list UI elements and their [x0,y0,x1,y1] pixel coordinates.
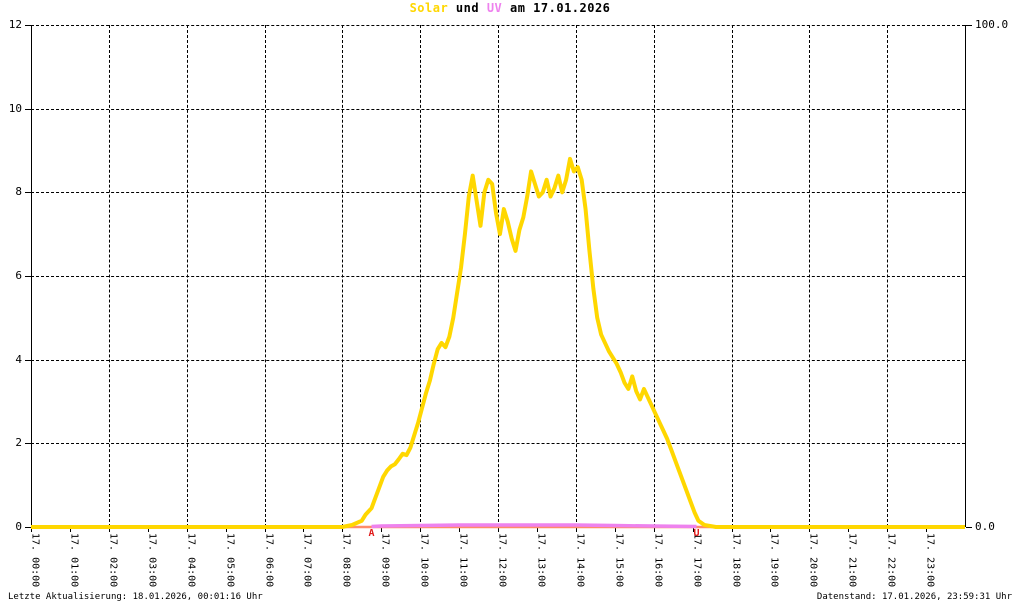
title-date-label: am 17.01.2026 [502,1,611,15]
gridline-horizontal [31,276,965,277]
right-axis-line [965,25,966,527]
x-axis-tick [536,527,538,532]
sunrise-marker: A [368,528,375,539]
x-axis-tick [848,527,850,532]
y-axis-tick [25,443,31,445]
y-axis-tick [25,276,31,277]
gridline-horizontal [31,108,965,110]
y2-axis-tick [966,527,972,528]
x-axis-tick [459,527,461,532]
x-axis-tick [926,527,928,532]
chart-title: Solar und UV am 17.01.2026 [0,1,1020,15]
x-axis-tick [770,527,772,532]
data-timestamp-text: Datenstand: 17.01.2026, 23:59:31 Uhr [816,592,1012,602]
title-uv-label: UV [486,1,503,15]
y-axis-label-left: 0 [15,520,22,533]
x-axis-tick [31,527,32,532]
gridline-horizontal [31,25,965,26]
x-axis-tick [342,527,344,532]
y-axis-label-left: 8 [15,185,22,199]
gridline-horizontal [31,359,965,361]
y-axis-label-left: 4 [15,352,22,366]
x-axis-tick [614,527,616,532]
x-axis-tick [731,527,733,532]
last-update-text: Letzte Aktualisierung: 18.01.2026, 00:01… [8,592,263,602]
x-axis-tick [108,527,110,532]
x-axis-tick [303,527,305,532]
y2-axis-label-right: 100.0 [975,18,1009,31]
x-axis-tick [809,527,811,532]
x-axis-tick [147,527,149,532]
solar-series [31,156,965,529]
title-solar-label: Solar [409,1,449,15]
x-axis-tick [381,527,383,532]
gridline-horizontal [31,192,965,194]
y-axis-label-left: 6 [15,269,22,282]
x-axis-tick [692,527,694,532]
y-axis-tick [25,192,31,194]
y-axis-tick [25,108,31,110]
y2-axis-tick [966,25,972,26]
x-axis-tick [653,527,655,532]
y-axis-tick [25,25,31,26]
x-axis-tick [225,527,227,532]
x-axis-tick [498,527,499,532]
uv-series [371,523,697,529]
gridline-horizontal [31,443,965,445]
y-axis-label-left: 10 [8,101,22,115]
x-axis-tick [69,527,71,532]
x-axis-tick [420,527,422,532]
y-axis-tick [25,527,31,528]
x-axis-tick [186,527,188,532]
x-axis-tick [887,527,889,532]
title-mid-label: und [448,1,487,15]
y2-axis-label-right: 0.0 [975,520,995,533]
y-axis-label-left: 12 [8,18,22,31]
y-axis-label-left: 2 [15,436,22,450]
x-axis-tick [264,527,266,532]
x-axis-tick [575,527,577,532]
sunset-marker: U [693,528,700,539]
y-axis-tick [25,359,31,361]
